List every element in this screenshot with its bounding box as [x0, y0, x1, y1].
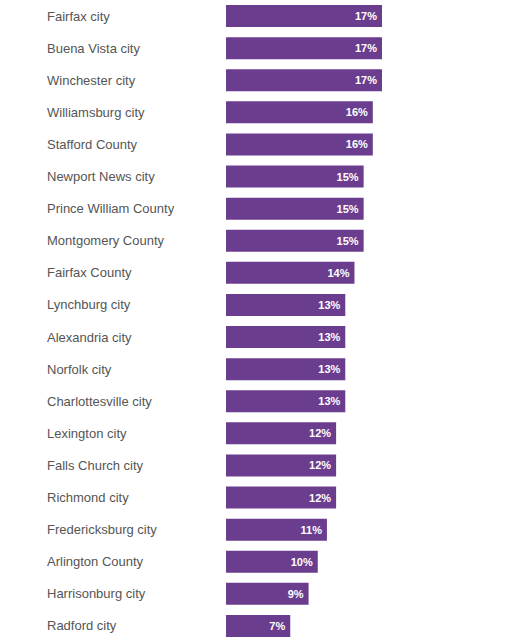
- svg-text:Winchester city: Winchester city: [47, 73, 136, 88]
- svg-text:16%: 16%: [346, 106, 368, 118]
- svg-text:14%: 14%: [327, 267, 349, 279]
- svg-text:17%: 17%: [355, 10, 377, 22]
- svg-text:Richmond city: Richmond city: [47, 490, 129, 505]
- svg-text:13%: 13%: [318, 299, 340, 311]
- svg-text:15%: 15%: [337, 203, 359, 215]
- svg-text:11%: 11%: [301, 524, 323, 536]
- svg-text:16%: 16%: [346, 138, 368, 150]
- svg-text:Arlington County: Arlington County: [47, 554, 144, 569]
- svg-text:Charlottesville city: Charlottesville city: [47, 394, 152, 409]
- svg-text:Prince William County: Prince William County: [47, 201, 175, 216]
- svg-text:9%: 9%: [288, 588, 304, 600]
- svg-text:Radford city: Radford city: [47, 618, 117, 633]
- svg-text:Buena Vista city: Buena Vista city: [47, 41, 140, 56]
- svg-text:12%: 12%: [309, 427, 331, 439]
- svg-text:7%: 7%: [269, 620, 285, 632]
- svg-text:17%: 17%: [355, 74, 377, 86]
- svg-text:Norfolk city: Norfolk city: [47, 362, 112, 377]
- svg-text:Harrisonburg city: Harrisonburg city: [47, 586, 146, 601]
- svg-text:Newport News city: Newport News city: [47, 169, 155, 184]
- svg-text:Williamsburg city: Williamsburg city: [47, 105, 145, 120]
- svg-text:Stafford County: Stafford County: [47, 137, 138, 152]
- svg-text:13%: 13%: [318, 363, 340, 375]
- svg-text:Fairfax city: Fairfax city: [47, 9, 110, 24]
- svg-text:13%: 13%: [318, 395, 340, 407]
- svg-text:15%: 15%: [337, 171, 359, 183]
- svg-text:10%: 10%: [291, 556, 313, 568]
- svg-text:12%: 12%: [309, 459, 331, 471]
- svg-text:Alexandria city: Alexandria city: [47, 330, 132, 345]
- svg-text:17%: 17%: [355, 42, 377, 54]
- svg-text:Lynchburg city: Lynchburg city: [47, 297, 131, 312]
- svg-text:12%: 12%: [309, 492, 331, 504]
- svg-text:Lexington city: Lexington city: [47, 426, 127, 441]
- svg-text:Falls Church city: Falls Church city: [47, 458, 144, 473]
- svg-text:Fairfax County: Fairfax County: [47, 265, 132, 280]
- svg-text:Montgomery County: Montgomery County: [47, 233, 165, 248]
- svg-text:15%: 15%: [337, 235, 359, 247]
- svg-text:13%: 13%: [318, 331, 340, 343]
- svg-text:Fredericksburg city: Fredericksburg city: [47, 522, 157, 537]
